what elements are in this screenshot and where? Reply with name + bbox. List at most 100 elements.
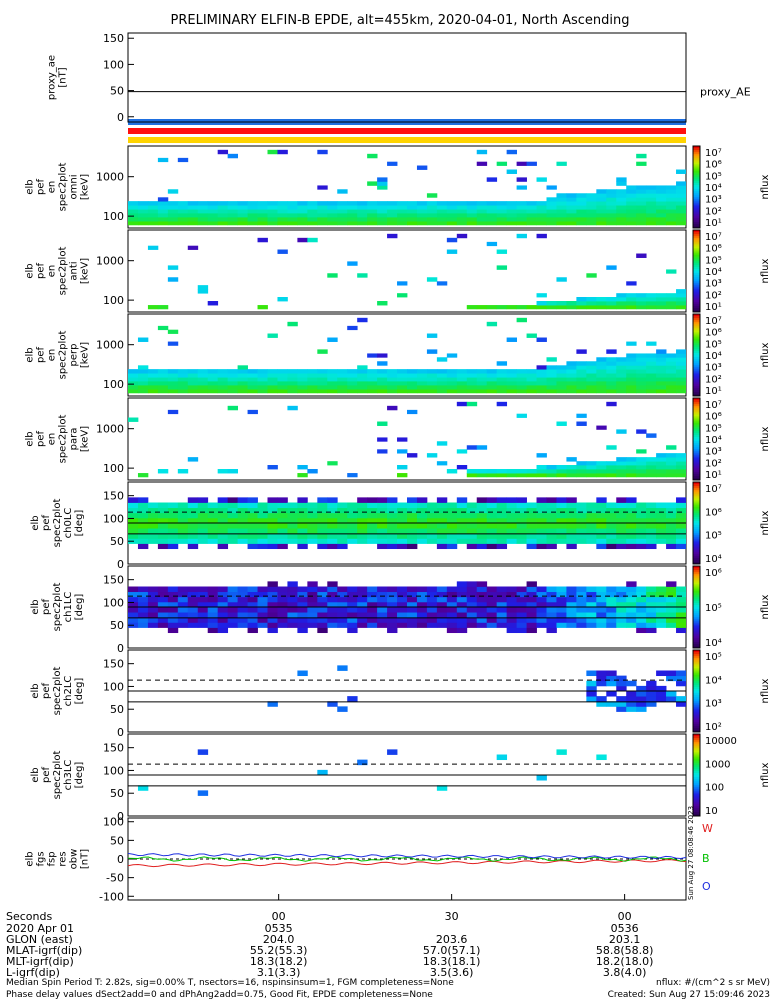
heat-cell [267,209,278,214]
heat-cell [327,607,338,613]
heat-cell [486,389,498,394]
heat-cell [157,538,169,544]
heat-cell [197,502,209,509]
heat-cell [636,205,647,210]
heat-cell [167,369,179,374]
heat-cell [606,193,617,198]
heat-cell [636,627,647,634]
heat-cell [247,607,258,613]
heat-cell [297,221,308,226]
heat-cell [307,523,318,529]
panel-ylabel-line: elb [30,767,41,782]
heat-cell [526,213,537,218]
colorbar-step [693,352,700,356]
colorbar-step [693,623,700,626]
heat-cell [526,533,537,539]
heat-cell [576,517,587,524]
heat-cell [137,622,149,628]
heat-cell [676,353,686,358]
heat-cell [147,217,159,222]
panel-ylabel-line: pef [36,263,47,280]
heat-cell [576,465,587,470]
heat-cell [536,517,547,524]
heat-cell [287,617,298,623]
heat-cell [197,285,209,290]
heat-cell [676,607,686,613]
heat-cell [526,389,537,394]
colorbar-step [693,504,700,508]
heat-cell [526,622,537,628]
heat-cell [317,622,328,628]
heat-cell [456,205,468,210]
heat-cell [576,523,587,529]
heat-cell [416,617,428,623]
heat-cell [676,696,686,702]
heat-cell [327,701,338,707]
heat-cell [466,581,478,587]
heat-cell [506,469,518,474]
heat-cell [357,213,368,218]
heat-cell [576,591,587,598]
heat-cell [147,209,159,214]
heat-cell [317,627,328,634]
heat-cell [347,373,358,378]
heat-cell [227,221,239,226]
colorbar-step [693,559,700,563]
heat-cell [137,369,149,374]
heat-cell [247,377,258,382]
heat-cell [197,612,209,618]
heat-cell [636,502,647,509]
heat-cell [167,381,179,386]
heat-cell [267,381,278,386]
heat-cell [496,586,508,593]
heat-cell [536,523,547,529]
heat-cell [606,523,617,529]
heat-cell [187,213,199,218]
heat-cell [357,497,368,503]
heat-cell [337,601,348,608]
heat-cell [377,517,388,524]
heat-cell [317,349,328,354]
colorbar-step [693,674,700,678]
colorbar-step [693,670,700,674]
heat-cell [496,543,508,550]
heat-cell [566,209,577,214]
heat-cell [666,457,677,462]
heat-cell [476,612,488,618]
heat-cell [536,607,547,613]
heat-cell [436,461,448,466]
footer-created: Created: Sun Aug 27 15:09:46 2023 [608,990,770,1000]
panel-ylabel-line: en [47,433,58,446]
heat-cell [666,670,677,677]
heat-cell [446,612,458,618]
heat-cell [606,507,617,514]
colorbar-step [693,643,700,647]
heat-cell [227,512,239,519]
heat-cell [676,213,686,218]
heat-cell [307,369,318,374]
heat-cell [416,497,428,503]
heat-cell [596,201,607,206]
heat-cell [646,469,657,474]
panel-ylabel-line: pef [36,179,47,196]
colorbar-step [693,338,700,342]
heat-cell [546,586,557,593]
colorbar-step [693,664,700,667]
colorbar-step [693,666,700,669]
heat-cell [516,469,527,474]
heat-cell [347,612,358,618]
heat-cell [666,517,677,524]
heat-cell [416,517,428,524]
footer-line2: Phase delay values dSect2add=0 and dPhAn… [6,990,433,1000]
colorbar-step [693,225,700,229]
colorbar-step [693,314,700,317]
heat-cell [237,205,248,210]
heat-cell [576,413,587,418]
colorbar-step [693,420,700,424]
heat-cell [217,622,229,628]
heat-cell [586,607,597,613]
heat-cell [407,381,418,386]
heat-cell [377,389,388,394]
heat-cell [536,586,547,593]
heat-cell [626,281,637,286]
